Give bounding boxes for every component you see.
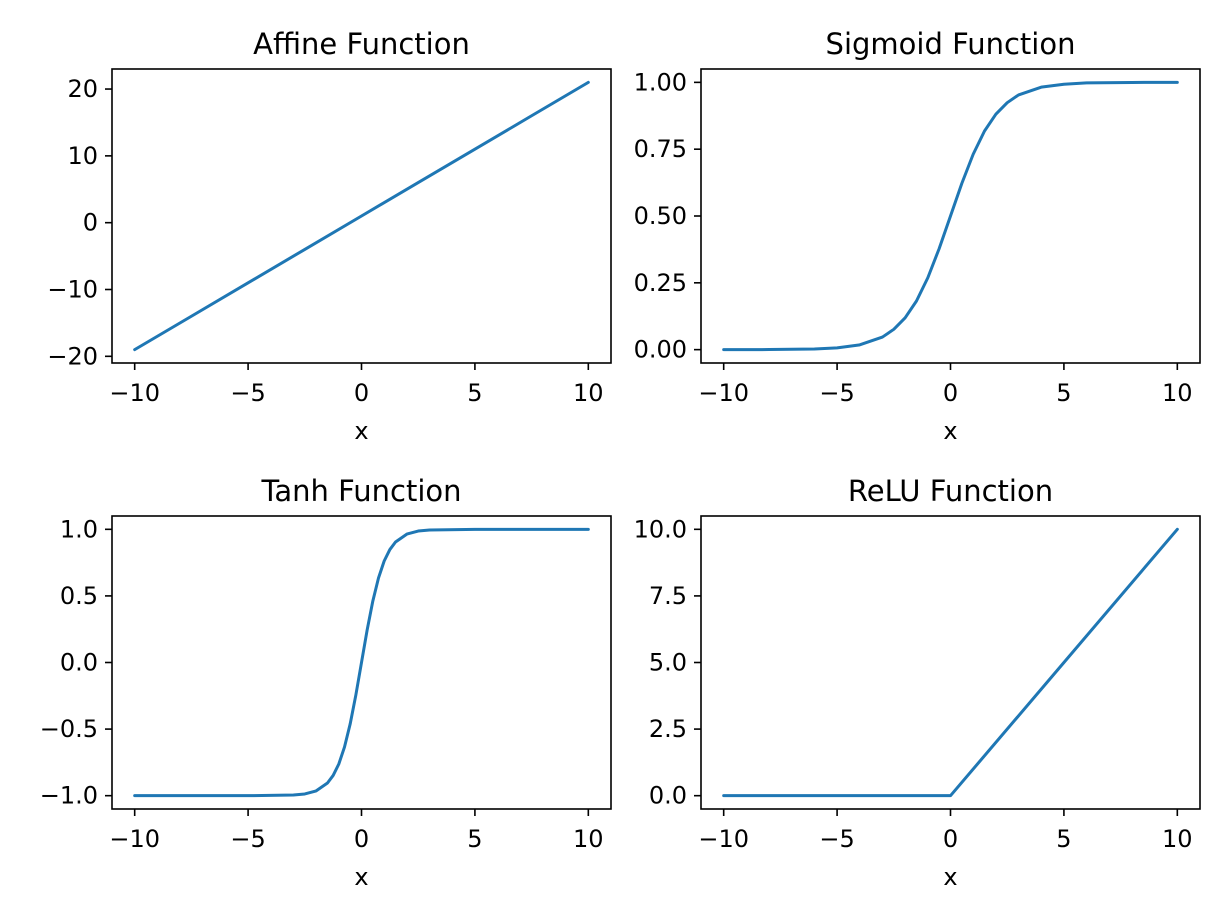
x-tick-label: −5: [819, 379, 854, 407]
x-tick-label: 0: [354, 825, 369, 853]
x-tick-label: −10: [698, 825, 749, 853]
y-tick-label: −1.0: [40, 782, 98, 810]
chart-title: Sigmoid Function: [826, 27, 1076, 61]
subplot-3: Tanh Function −10 −5 0 5 10 −1.0 −0.5 0.0 0.5 1.0 x: [40, 474, 612, 891]
series-line: [722, 80, 1179, 352]
y-tick-label: 0: [83, 209, 98, 237]
x-axis-label: x: [943, 863, 957, 891]
y-tick-label: 0.50: [634, 202, 687, 230]
chart-title: Affine Function: [253, 27, 470, 61]
subplot-2: Sigmoid Function −10 −5 0 5 10 0.00 0.25 0.50 0.7…: [634, 27, 1201, 445]
y-tick-label: 0.25: [634, 269, 687, 297]
y-tick-label: 7.5: [649, 582, 687, 610]
subplot-1: Affine Function −10 −5 0 5 10 −20 −10 0 10 20 x: [47, 27, 612, 445]
x-axis-label: x: [354, 417, 368, 445]
x-tick-label: 0: [354, 379, 369, 407]
y-tick-label: 10.0: [634, 515, 687, 543]
y-tick-label: 2.5: [649, 715, 687, 743]
x-tick-label: 5: [467, 379, 482, 407]
y-tick-label: 0.0: [649, 782, 687, 810]
y-tick-label: 20: [67, 75, 98, 103]
x-tick-label: −5: [230, 379, 265, 407]
x-tick-label: −10: [698, 379, 749, 407]
x-tick-label: 5: [1056, 825, 1071, 853]
x-tick-label: 5: [467, 825, 482, 853]
y-tick-label: 1.00: [634, 68, 687, 96]
y-tick-label: 0.5: [60, 582, 98, 610]
x-tick-label: −5: [230, 825, 265, 853]
subplot-4: ReLU Function −10 −5 0 5 10 0.0 2.5 5.0 7.5 10.0 x: [634, 474, 1201, 891]
x-tick-label: 5: [1056, 379, 1071, 407]
series-line: [722, 527, 1179, 798]
chart-title: Tanh Function: [260, 474, 461, 508]
y-tick-label: −10: [47, 276, 98, 304]
y-tick-label: 1.0: [60, 515, 98, 543]
axes-frame: [700, 515, 1201, 810]
x-tick-label: −10: [109, 825, 160, 853]
x-axis-label: x: [354, 863, 368, 891]
y-tick-label: 0.0: [60, 649, 98, 677]
y-tick-label: 10: [67, 142, 98, 170]
chart-title: ReLU Function: [848, 474, 1053, 508]
x-tick-label: 10: [1162, 379, 1193, 407]
x-tick-label: 10: [1162, 825, 1193, 853]
x-tick-label: 10: [573, 825, 604, 853]
x-axis-label: x: [943, 417, 957, 445]
y-tick-label: 5.0: [649, 649, 687, 677]
y-tick-label: −20: [47, 342, 98, 370]
y-tick-label: 0.75: [634, 135, 687, 163]
x-tick-label: 0: [943, 825, 958, 853]
series-line: [133, 527, 590, 798]
series-line: [133, 80, 590, 352]
x-tick-label: 10: [573, 379, 604, 407]
x-tick-label: 0: [943, 379, 958, 407]
y-tick-label: 0.00: [634, 336, 687, 364]
x-tick-label: −5: [819, 825, 854, 853]
y-tick-label: −0.5: [40, 715, 98, 743]
x-tick-label: −10: [109, 379, 160, 407]
